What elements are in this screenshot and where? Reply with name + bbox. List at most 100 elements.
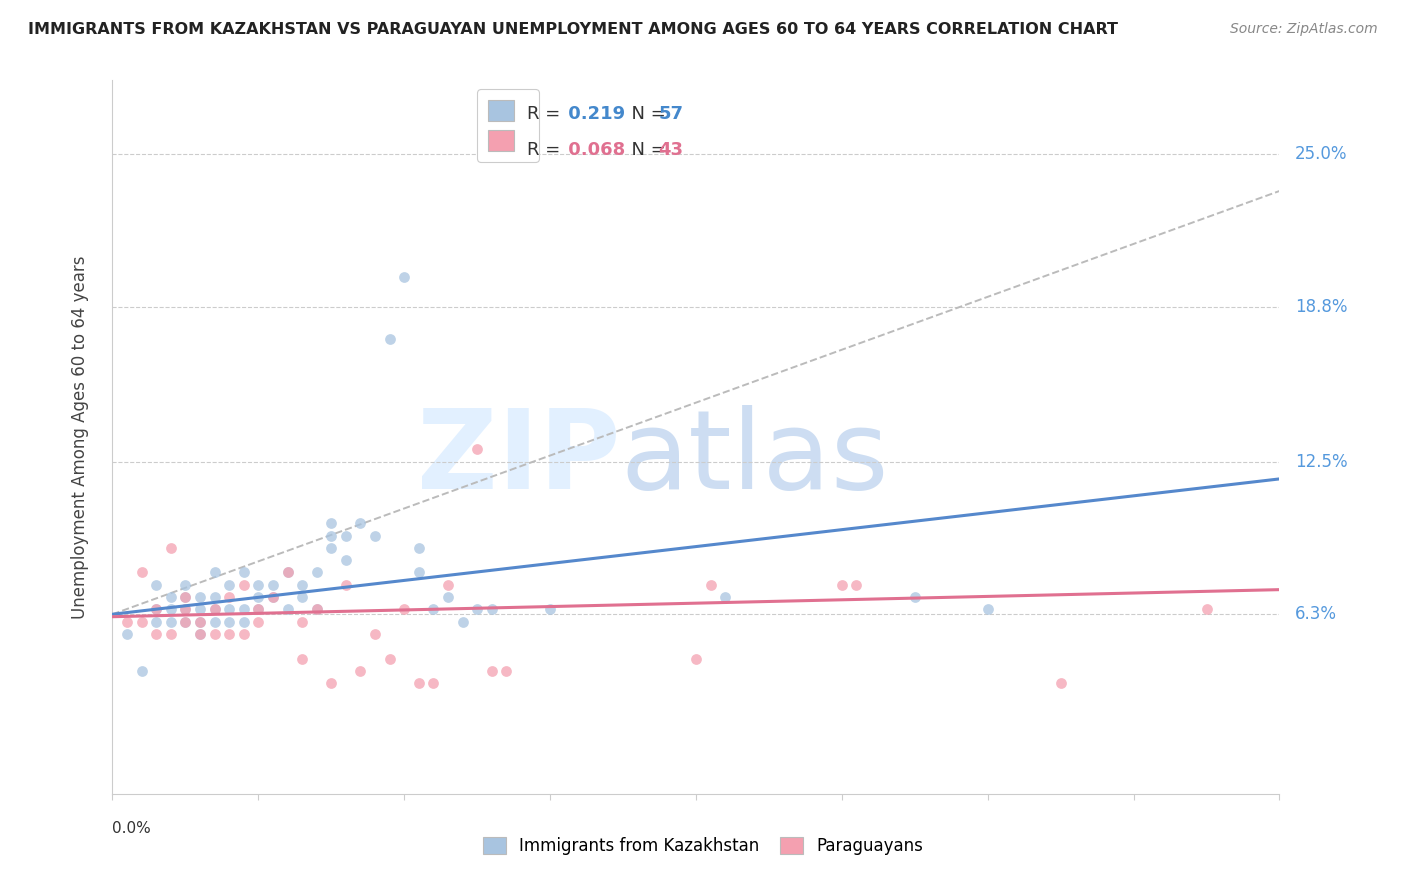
Point [538, 602, 561, 616]
Point [232, 602, 254, 616]
Text: 57: 57 [658, 105, 683, 123]
Text: R =: R = [527, 105, 565, 123]
Point [145, 602, 167, 616]
Point [218, 578, 240, 592]
Point [335, 553, 357, 567]
Point [145, 578, 167, 592]
Point [276, 566, 298, 580]
Point [335, 528, 357, 542]
Point [699, 578, 721, 592]
Point [145, 627, 167, 641]
Point [1049, 676, 1071, 690]
Text: N =: N = [620, 105, 672, 123]
Point [160, 615, 183, 629]
Point [276, 602, 298, 616]
Point [218, 615, 240, 629]
Text: IMMIGRANTS FROM KAZAKHSTAN VS PARAGUAYAN UNEMPLOYMENT AMONG AGES 60 TO 64 YEARS : IMMIGRANTS FROM KAZAKHSTAN VS PARAGUAYAN… [28, 22, 1118, 37]
Point [465, 602, 488, 616]
Point [714, 590, 737, 604]
Point [845, 578, 868, 592]
Point [1195, 602, 1218, 616]
Point [262, 578, 284, 592]
Point [160, 541, 183, 555]
Point [232, 627, 254, 641]
Text: ZIP: ZIP [416, 405, 620, 512]
Point [218, 590, 240, 604]
Text: 12.5%: 12.5% [1295, 452, 1347, 471]
Point [481, 664, 503, 678]
Point [685, 651, 707, 665]
Point [115, 627, 138, 641]
Point [232, 578, 254, 592]
Point [495, 664, 517, 678]
Point [204, 627, 226, 641]
Point [160, 590, 183, 604]
Point [131, 664, 153, 678]
Point [174, 615, 197, 629]
Point [145, 602, 167, 616]
Point [204, 615, 226, 629]
Point [131, 566, 153, 580]
Point [335, 578, 357, 592]
Legend: Immigrants from Kazakhstan, Paraguayans: Immigrants from Kazakhstan, Paraguayans [477, 830, 929, 862]
Point [188, 615, 211, 629]
Point [305, 566, 328, 580]
Point [262, 590, 284, 604]
Point [232, 566, 254, 580]
Text: 0.0%: 0.0% [112, 821, 152, 836]
Point [174, 602, 197, 616]
Text: Source: ZipAtlas.com: Source: ZipAtlas.com [1230, 22, 1378, 37]
Point [378, 332, 401, 346]
Point [364, 627, 387, 641]
Point [408, 541, 430, 555]
Point [465, 442, 488, 457]
Text: atlas: atlas [620, 405, 889, 512]
Point [188, 590, 211, 604]
Point [160, 602, 183, 616]
Point [247, 615, 270, 629]
Y-axis label: Unemployment Among Ages 60 to 64 years: Unemployment Among Ages 60 to 64 years [70, 255, 89, 619]
Point [174, 590, 197, 604]
Point [408, 566, 430, 580]
Point [174, 590, 197, 604]
Point [321, 516, 343, 531]
Point [305, 602, 328, 616]
Point [394, 270, 416, 285]
Point [204, 590, 226, 604]
Point [291, 578, 314, 592]
Point [204, 602, 226, 616]
Point [247, 602, 270, 616]
Text: N =: N = [620, 141, 672, 159]
Point [321, 541, 343, 555]
Point [218, 627, 240, 641]
Point [321, 528, 343, 542]
Point [394, 602, 416, 616]
Point [291, 615, 314, 629]
Point [188, 602, 211, 616]
Point [174, 615, 197, 629]
Point [276, 566, 298, 580]
Point [218, 602, 240, 616]
Point [247, 590, 270, 604]
Point [321, 676, 343, 690]
Point [364, 528, 387, 542]
Point [174, 578, 197, 592]
Legend: , : , [478, 89, 538, 161]
Point [188, 627, 211, 641]
Point [204, 602, 226, 616]
Point [481, 602, 503, 616]
Point [232, 615, 254, 629]
Text: 6.3%: 6.3% [1295, 606, 1337, 624]
Point [422, 602, 444, 616]
Text: 18.8%: 18.8% [1295, 298, 1347, 316]
Point [247, 602, 270, 616]
Point [408, 676, 430, 690]
Text: 0.219: 0.219 [562, 105, 624, 123]
Point [188, 615, 211, 629]
Point [904, 590, 927, 604]
Point [204, 566, 226, 580]
Point [831, 578, 853, 592]
Point [160, 627, 183, 641]
Point [291, 651, 314, 665]
Point [349, 664, 371, 678]
